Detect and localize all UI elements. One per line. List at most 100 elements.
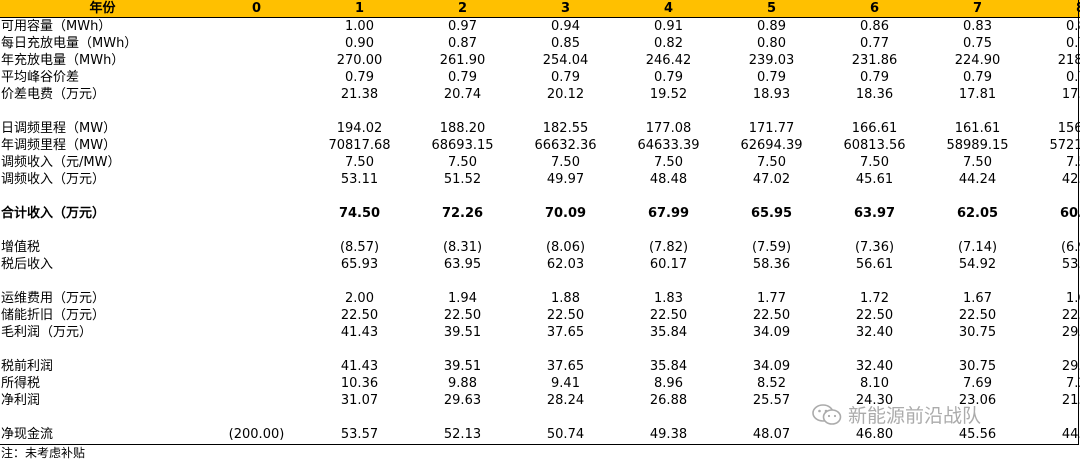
value-cell: 7.50 <box>345 155 374 170</box>
row-label: 年充放电量（MWh） <box>1 53 125 68</box>
value-cell: 7.50 <box>551 155 580 170</box>
value-cell: 39.51 <box>443 359 482 374</box>
value-cell: 22.50 <box>546 308 585 323</box>
value-cell: 156.77 <box>1057 121 1080 136</box>
table-row: 增值税 (8.57) (8.31) (8.06) (7.82) (7.59) (7.36) (… <box>0 239 1080 256</box>
header-cell: 2 <box>457 1 468 16</box>
value-cell: 182.55 <box>542 121 589 136</box>
row-label: 税前利润 <box>1 359 54 374</box>
value-cell: 166.61 <box>851 121 898 136</box>
value-cell <box>205 256 308 273</box>
value-cell <box>205 18 308 36</box>
table-row: 调频收入（元/MW） 7.50 7.50 7.50 7.50 7.50 7.50 7.50 7.… <box>0 154 1080 171</box>
value-cell: 8.52 <box>757 376 786 391</box>
footnote: 注：未考虑补贴 <box>1 446 86 460</box>
value-cell: 0.79 <box>551 70 580 85</box>
row-label: 运维费用（万元） <box>1 291 106 306</box>
value-cell: 0.82 <box>654 36 683 51</box>
value-cell: 22.50 <box>752 308 791 323</box>
value-cell: 53.27 <box>1061 257 1080 272</box>
value-cell <box>205 154 308 171</box>
value-cell: 44.36 <box>1061 427 1080 442</box>
value-cell: 53.57 <box>340 427 379 442</box>
value-cell: 60813.56 <box>843 138 906 153</box>
value-cell: 22.50 <box>340 308 379 323</box>
value-cell: 2.00 <box>345 291 374 306</box>
value-cell: 63.97 <box>853 206 896 221</box>
value-cell: 64633.39 <box>637 138 700 153</box>
table-row: 调频收入（万元） 53.11 51.52 49.97 48.48 47.02 45.61 44… <box>0 171 1080 188</box>
header-cell: 8 <box>1029 0 1080 18</box>
value-cell: 231.86 <box>851 53 898 68</box>
value-cell <box>205 171 308 188</box>
value-cell: 1.94 <box>448 291 477 306</box>
row-label: 调频收入（元/MW） <box>1 155 121 170</box>
table-row: 税前利润 41.43 39.51 37.65 35.84 34.09 32.40 30.75 2… <box>0 358 1080 375</box>
financial-table: 年份 0 1 2 3 4 5 6 7 8 可用容量（MWh） 1.00 0.97 0.… <box>0 0 1080 443</box>
value-cell: 29.15 <box>1061 325 1080 340</box>
value-cell: 57219.47 <box>1049 138 1080 153</box>
value-cell <box>205 120 308 137</box>
header-cell: 6 <box>869 1 880 16</box>
value-cell: 18.36 <box>855 87 894 102</box>
value-cell <box>205 205 308 222</box>
value-cell: 0.86 <box>860 19 889 34</box>
value-cell: 0.77 <box>860 36 889 51</box>
value-cell <box>205 307 308 324</box>
row-label: 储能折旧（万元） <box>1 308 106 323</box>
value-cell: 9.41 <box>551 376 580 391</box>
value-cell: 218.16 <box>1057 53 1080 68</box>
value-cell: 21.86 <box>1061 393 1080 408</box>
value-cell <box>205 239 308 256</box>
value-cell: 56.61 <box>855 257 894 272</box>
value-cell: 22.50 <box>443 308 482 323</box>
value-cell: 70817.68 <box>328 138 391 153</box>
value-cell: (7.59) <box>751 240 792 255</box>
value-cell: 30.75 <box>958 359 997 374</box>
value-cell <box>205 324 308 341</box>
row-label: 可用容量（MWh） <box>1 19 112 34</box>
row-label: 每日充放电量（MWh） <box>1 36 138 51</box>
value-cell: 0.73 <box>1066 36 1080 51</box>
header-cell: 0 <box>251 1 262 16</box>
value-cell: 0.80 <box>757 36 786 51</box>
row-label: 合计收入（万元） <box>1 206 106 221</box>
row-label: 增值税 <box>1 240 41 255</box>
value-cell <box>205 392 308 409</box>
header-cell: 7 <box>972 1 983 16</box>
value-cell: 41.43 <box>340 325 379 340</box>
value-cell: 7.50 <box>963 155 992 170</box>
value-cell: 74.50 <box>338 206 381 221</box>
value-cell: 34.09 <box>752 325 791 340</box>
value-cell: 7.50 <box>654 155 683 170</box>
value-cell <box>205 358 308 375</box>
value-cell: 10.36 <box>340 376 379 391</box>
value-cell: 7.69 <box>963 376 992 391</box>
value-cell: 7.29 <box>1066 376 1080 391</box>
row-label: 毛利润（万元） <box>1 325 93 340</box>
table-row: 税后收入 65.93 63.95 62.03 60.17 58.36 56.61 54.92 5… <box>0 256 1080 273</box>
value-cell: 34.09 <box>752 359 791 374</box>
value-cell: 270.00 <box>336 53 383 68</box>
value-cell: 1.83 <box>654 291 683 306</box>
spacer-row <box>0 188 1080 205</box>
value-cell <box>205 86 308 103</box>
value-cell <box>205 69 308 86</box>
row-label: 日调频里程（MW） <box>1 121 117 136</box>
value-cell: 39.51 <box>443 325 482 340</box>
table-row: 储能折旧（万元） 22.50 22.50 22.50 22.50 22.50 22.50 22… <box>0 307 1080 324</box>
value-cell: (200.00) <box>228 427 285 442</box>
value-cell: 47.02 <box>752 172 791 187</box>
value-cell: 0.79 <box>757 70 786 85</box>
value-cell: 0.83 <box>963 19 992 34</box>
value-cell: 261.90 <box>439 53 486 68</box>
table-row: 净现金流 (200.00) 53.57 52.13 50.74 49.38 48.07 46.… <box>0 426 1080 443</box>
table-row: 每日充放电量（MWh） 0.90 0.87 0.85 0.82 0.80 0.77 0.75 0… <box>0 35 1080 52</box>
watermark: 新能源前沿战队 <box>812 401 981 428</box>
value-cell: (8.06) <box>545 240 586 255</box>
value-cell: 19.52 <box>649 87 688 102</box>
value-cell: 254.04 <box>542 53 589 68</box>
value-cell: 0.97 <box>448 19 477 34</box>
value-cell: 224.90 <box>954 53 1001 68</box>
value-cell: 62.03 <box>546 257 585 272</box>
